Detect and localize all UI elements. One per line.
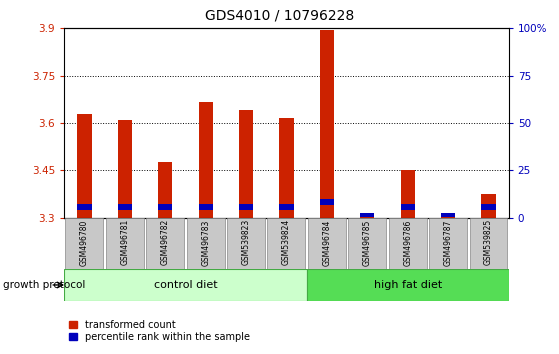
Bar [308, 218, 346, 269]
Bar [389, 218, 427, 269]
Bar [239, 204, 253, 210]
Bar [198, 204, 213, 210]
Bar [77, 114, 92, 218]
Text: high fat diet: high fat diet [373, 280, 442, 290]
Text: GSM539823: GSM539823 [241, 219, 250, 266]
Bar [280, 118, 293, 218]
Bar [118, 204, 132, 210]
Bar [481, 204, 496, 210]
Bar [239, 110, 253, 218]
Bar [401, 170, 415, 218]
Bar [320, 199, 334, 205]
Bar [470, 218, 508, 269]
Bar [64, 269, 307, 301]
Bar [187, 218, 225, 269]
Bar [106, 218, 144, 269]
Text: GSM496787: GSM496787 [444, 219, 453, 266]
Text: GSM539825: GSM539825 [484, 219, 493, 266]
Bar [360, 213, 375, 218]
Text: GSM496785: GSM496785 [363, 219, 372, 266]
Bar [348, 218, 386, 269]
Bar [307, 269, 509, 301]
Text: GSM496782: GSM496782 [161, 219, 170, 266]
Text: GSM496786: GSM496786 [403, 219, 412, 266]
Bar [118, 120, 132, 218]
Bar [441, 213, 455, 217]
Bar [158, 204, 172, 210]
Text: GSM496781: GSM496781 [120, 219, 129, 266]
Text: GSM496784: GSM496784 [323, 219, 331, 266]
Bar [65, 218, 103, 269]
Bar [198, 103, 213, 218]
Bar [401, 204, 415, 210]
Bar [146, 218, 184, 269]
Bar [158, 162, 172, 218]
Bar [77, 204, 92, 210]
Legend: transformed count, percentile rank within the sample: transformed count, percentile rank withi… [69, 320, 250, 342]
Bar [441, 213, 455, 218]
Text: GSM496783: GSM496783 [201, 219, 210, 266]
Bar [429, 218, 467, 269]
Bar [320, 30, 334, 218]
Text: GSM539824: GSM539824 [282, 219, 291, 266]
Bar [280, 204, 293, 210]
Text: GDS4010 / 10796228: GDS4010 / 10796228 [205, 9, 354, 23]
Text: control diet: control diet [154, 280, 217, 290]
Bar [360, 213, 375, 217]
Text: GSM496780: GSM496780 [80, 219, 89, 266]
Bar [268, 218, 305, 269]
Bar [481, 194, 496, 218]
Bar [227, 218, 265, 269]
Text: growth protocol: growth protocol [3, 280, 85, 290]
